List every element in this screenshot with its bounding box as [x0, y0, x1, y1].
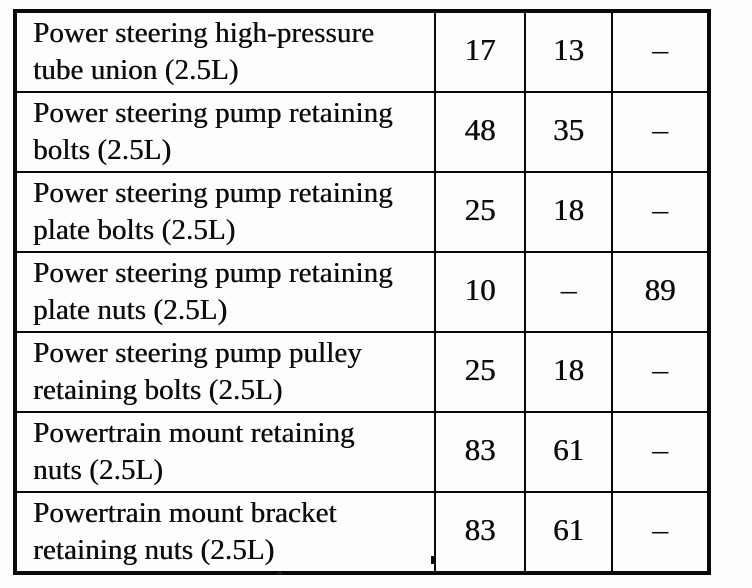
- component-cell: Power steering high-pressure tube union …: [14, 10, 436, 93]
- value-cell-3: –: [611, 491, 710, 574]
- component-cell: Powertrain mount bracket retaining nuts …: [14, 491, 436, 574]
- value-cell-1: 17: [434, 10, 526, 93]
- value-cell-1: 48: [434, 91, 526, 173]
- value-cell-2: 18: [524, 171, 613, 253]
- value-cell-2: 18: [524, 331, 613, 413]
- spec-row: Power steering pump pulley retaining bol…: [14, 331, 710, 413]
- spec-row: Power steering pump retaining plate bolt…: [14, 171, 710, 253]
- value-cell-3: –: [611, 171, 710, 253]
- value-cell-3: –: [611, 411, 710, 493]
- value-cell-2: –: [524, 251, 613, 333]
- value-cell-2: 13: [524, 10, 613, 93]
- component-label-line-1: Power steering pump retaining: [33, 97, 393, 129]
- component-label-line-2: retaining nuts (2.5L): [33, 534, 275, 566]
- value-cell-3: –: [611, 91, 710, 173]
- component-label-line-2: nuts (2.5L): [33, 454, 163, 486]
- value-cell-1: 10: [434, 251, 526, 333]
- component-cell: Power steering pump retaining bolts (2.5…: [14, 91, 436, 173]
- value-cell-1: 25: [434, 171, 526, 253]
- spec-row: Power steering pump retaining plate nuts…: [14, 251, 710, 333]
- component-label-line-2: retaining bolts (2.5L): [33, 374, 283, 406]
- component-cell: Power steering pump retaining plate bolt…: [14, 171, 436, 253]
- value-cell-3: 89: [611, 251, 710, 333]
- value-cell-1: 83: [434, 411, 526, 493]
- component-cell: Power steering pump pulley retaining bol…: [14, 331, 436, 413]
- scan-artifact-dot: [278, 571, 282, 575]
- component-cell: Power steering pump retaining plate nuts…: [14, 251, 436, 333]
- component-label-line-1: Power steering pump retaining: [33, 177, 393, 209]
- value-cell-2: 61: [524, 491, 613, 574]
- value-cell-2: 35: [524, 91, 613, 173]
- scan-artifact-line-spur: [431, 556, 435, 564]
- component-label-line-1: Power steering pump retaining: [33, 257, 393, 289]
- component-label-line-2: tube union (2.5L): [33, 54, 239, 86]
- value-cell-1: 83: [434, 491, 526, 574]
- component-label-line-1: Power steering high-pressure: [33, 17, 375, 49]
- component-label-line-1: Power steering pump pulley: [33, 337, 362, 369]
- spec-row: Power steering pump retaining bolts (2.5…: [14, 91, 710, 173]
- value-cell-1: 25: [434, 331, 526, 413]
- component-label-line-2: bolts (2.5L): [33, 134, 172, 166]
- value-cell-3: –: [611, 331, 710, 413]
- spec-row: Powertrain mount bracket retaining nuts …: [14, 491, 710, 574]
- component-label-line-2: plate nuts (2.5L): [33, 294, 228, 326]
- value-cell-2: 61: [524, 411, 613, 493]
- component-label-line-2: plate bolts (2.5L): [33, 214, 236, 246]
- spec-row: Powertrain mount retaining nuts (2.5L) 8…: [14, 411, 710, 493]
- component-cell: Powertrain mount retaining nuts (2.5L): [14, 411, 436, 493]
- spec-table-body: Power steering high-pressure tube union …: [14, 10, 710, 574]
- component-label-line-1: Powertrain mount retaining: [33, 417, 355, 449]
- component-label-line-1: Powertrain mount bracket: [33, 497, 337, 529]
- torque-spec-table: Power steering high-pressure tube union …: [13, 9, 711, 575]
- value-cell-3: –: [611, 10, 710, 93]
- spec-row: Power steering high-pressure tube union …: [14, 10, 710, 93]
